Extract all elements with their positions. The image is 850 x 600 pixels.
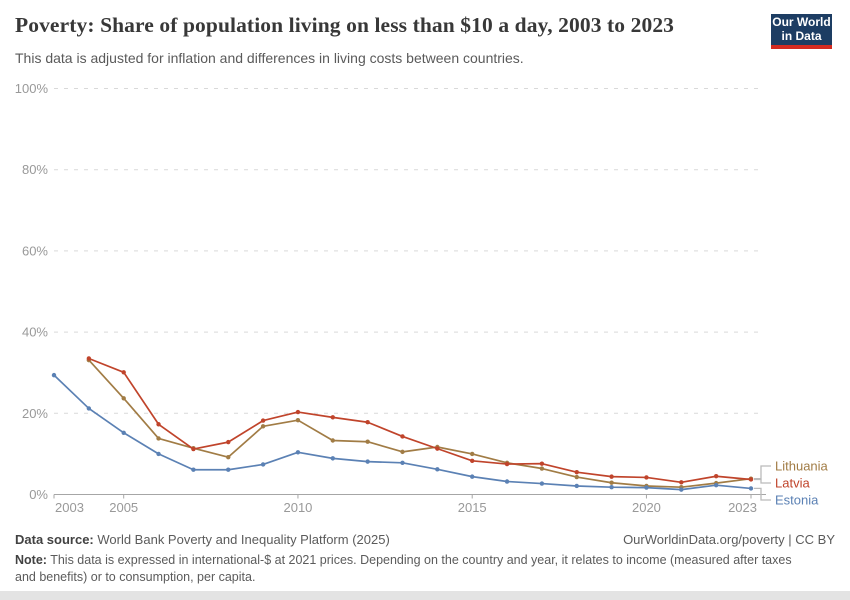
legend-label-lithuania[interactable]: Lithuania [775,459,829,474]
data-point [260,462,266,467]
data-point [400,434,405,439]
y-axis-label: 0% [29,487,48,502]
chart-subtitle: This data is adjusted for inflation and … [15,50,524,66]
data-point [156,422,161,427]
data-point [574,474,579,480]
owid-logo[interactable]: Our World in Data [771,14,832,49]
data-point [295,409,301,415]
data-point [609,480,614,485]
y-axis-label: 40% [22,325,48,340]
data-point [539,466,545,471]
note-line: Note: This data is expressed in internat… [15,552,810,586]
legend-bracket [754,487,771,501]
owid-logo-line1: Our World [772,15,831,29]
data-point [226,454,231,460]
data-point [539,481,545,486]
data-point [156,451,161,457]
data-point [748,477,754,482]
x-axis-label: 2005 [109,500,138,515]
data-point [330,456,335,461]
data-point [748,486,754,491]
data-point [330,438,335,443]
data-point [121,396,126,401]
x-axis-label: 2003 [55,500,84,515]
poverty-line-chart: 0% 20% 40% 60% 80% 100% 2003 2005 2010 2015 2020 20… [15,81,829,515]
data-point [400,460,405,466]
legend-label-estonia[interactable]: Estonia [775,493,819,508]
data-point [574,483,579,489]
data-point [400,449,405,455]
data-point [470,474,475,479]
data-point [86,406,92,411]
y-axis-label: 20% [22,406,48,421]
data-source-label: Data source: [15,532,94,547]
y-axis-label: 80% [22,162,48,177]
data-point [504,461,510,467]
x-axis-label: 2010 [283,500,312,515]
data-point [121,430,126,435]
credit-link[interactable]: OurWorldinData.org/poverty | CC BY [623,532,835,547]
data-point [365,420,370,425]
data-point [470,458,475,464]
data-point [679,487,684,492]
data-point [295,418,301,423]
data-point [191,446,196,452]
x-axis-label: 2023 [728,500,757,515]
data-point [330,415,335,420]
data-point [295,450,301,455]
legend-label-latvia[interactable]: Latvia [775,476,810,491]
legend-bracket [754,465,771,480]
note-text: This data is expressed in international-… [15,553,792,584]
y-axis-label: 100% [15,81,49,96]
data-point [226,439,231,445]
data-source-line: Data source: World Bank Poverty and Ineq… [15,532,390,547]
data-point [609,474,614,479]
data-point [539,461,545,466]
note-label: Note: [15,553,47,567]
data-point [644,485,649,490]
data-point [644,475,649,480]
data-point [260,424,266,429]
chart-title: Poverty: Share of population living on l… [15,13,675,37]
data-point [86,356,92,361]
bottom-strip [0,591,850,600]
data-point [679,480,684,485]
legend-bracket [754,478,771,484]
y-axis-label: 60% [22,243,48,258]
line-lithuania [88,359,752,489]
line-estonia [53,374,752,491]
data-point [365,459,370,464]
data-point [609,484,614,490]
data-point [121,370,126,375]
data-point [435,467,440,472]
data-point [51,372,57,378]
data-point [191,467,196,472]
data-point [504,479,510,484]
data-source-text: World Bank Poverty and Inequality Platfo… [93,532,390,547]
data-point [435,446,440,451]
data-point [365,439,370,444]
data-point [156,436,161,441]
data-point [713,482,719,488]
data-point [574,469,579,475]
data-point [260,418,266,423]
line-latvia [88,357,752,484]
data-point [226,467,231,472]
data-point [713,474,719,479]
x-axis-label: 2015 [458,500,487,515]
data-point [470,451,475,457]
x-axis-label: 2020 [632,500,661,515]
owid-logo-line2: in Data [781,29,822,43]
